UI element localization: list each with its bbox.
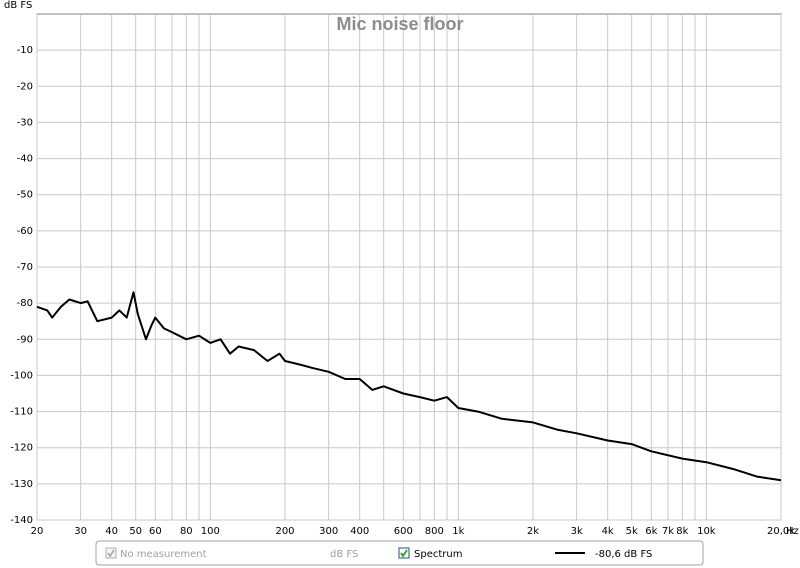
x-tick-label: 1k (452, 526, 464, 537)
x-tick-label: 300 (319, 526, 338, 537)
y-tick-label: -90 (17, 334, 33, 345)
y-tick-label: -50 (17, 190, 33, 201)
y-tick-label: -100 (10, 370, 33, 381)
y-tick-label: -70 (17, 262, 33, 273)
readout: -80,6 dB FS (595, 549, 652, 560)
x-tick-label: 20,0k (767, 526, 795, 537)
x-axis-label: Hz (786, 526, 799, 537)
x-tick-label: 7k (662, 526, 674, 537)
x-tick-label: 6k (645, 526, 657, 537)
x-tick-label: 30 (74, 526, 87, 537)
y-tick-label: -60 (17, 226, 33, 237)
x-tick-label: 100 (201, 526, 220, 537)
x-tick-label: 5k (626, 526, 638, 537)
y-tick-label: -120 (10, 443, 33, 454)
legend-entry: Spectrum (414, 549, 462, 560)
y-tick-label: -40 (17, 154, 33, 165)
y-tick-label: -10 (17, 45, 33, 56)
chart-title: Mic noise floor (336, 14, 463, 34)
x-tick-label: 600 (394, 526, 413, 537)
y-tick-label: -130 (10, 479, 33, 490)
x-tick-label: 2k (527, 526, 539, 537)
x-tick-label: 200 (275, 526, 294, 537)
y-tick-label: -110 (10, 407, 33, 418)
y-axis-label: dB FS (4, 0, 32, 11)
check-mark (107, 549, 115, 558)
y-tick-label: -80 (17, 298, 33, 309)
measurement-checkbox[interactable] (105, 547, 117, 559)
x-tick-label: 4k (602, 526, 614, 537)
y-tick-label: -30 (17, 117, 33, 128)
x-tick-label: 3k (571, 526, 583, 537)
unit-label: dB FS (330, 549, 358, 560)
y-tick-label: -140 (10, 515, 33, 526)
x-tick-label: 60 (149, 526, 162, 537)
x-tick-label: 400 (350, 526, 369, 537)
x-tick-label: 50 (129, 526, 142, 537)
x-tick-label: 40 (105, 526, 118, 537)
measurement-label: No measurement (120, 549, 207, 560)
data-line (36, 291, 782, 482)
x-tick-label: 20 (31, 526, 44, 537)
check-mark (400, 549, 408, 558)
x-tick-label: 8k (676, 526, 688, 537)
y-tick-label: -20 (17, 81, 33, 92)
x-tick-label: 10k (697, 526, 716, 537)
x-tick-label: 80 (180, 526, 193, 537)
x-tick-label: 800 (425, 526, 444, 537)
